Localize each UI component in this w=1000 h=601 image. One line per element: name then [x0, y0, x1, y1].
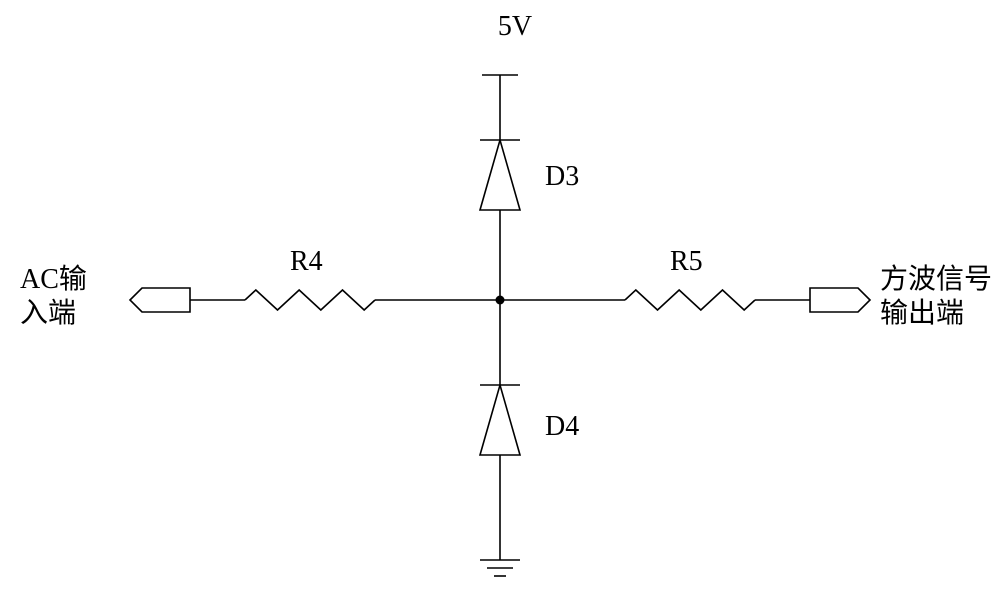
resistor-r4	[245, 290, 375, 310]
resistor-r5	[625, 290, 755, 310]
label-d3: D3	[545, 161, 579, 192]
label-r5: R5	[670, 246, 703, 277]
ac-input-port	[130, 288, 190, 312]
label-ac-input-2: 入端	[20, 297, 76, 329]
label-sq-output-1: 方波信号	[880, 263, 992, 295]
label-5v: 5V	[498, 11, 532, 42]
label-d4: D4	[545, 411, 579, 442]
square-wave-output-port	[810, 288, 870, 312]
label-sq-output-2: 输出端	[880, 297, 964, 329]
label-ac-input-1: AC输	[20, 263, 87, 295]
diode-d3-triangle	[480, 140, 520, 210]
label-r4: R4	[290, 246, 323, 277]
diode-d4-triangle	[480, 385, 520, 455]
